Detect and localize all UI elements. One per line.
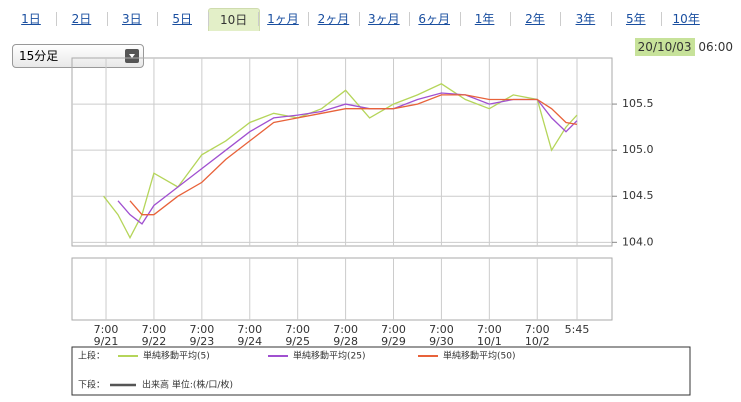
x-date-label: 9/23 — [189, 335, 214, 348]
legend-box — [71, 346, 691, 396]
tab-separator — [56, 12, 58, 26]
tab[interactable]: 3年 — [575, 12, 596, 26]
y-tick-label: 105.0 — [622, 143, 654, 156]
tab[interactable]: 3ヶ月 — [367, 12, 400, 26]
y-tick-label: 104.5 — [622, 189, 654, 202]
x-date-label: 9/29 — [381, 335, 406, 348]
tab-separator — [358, 12, 360, 26]
tab-separator — [157, 12, 159, 26]
y-tick-label: 104.0 — [622, 235, 654, 248]
timestamp-date: 20/10/03 — [634, 38, 695, 56]
x-tick-label: 7:00 — [142, 323, 167, 336]
x-tick-label: 7:00 — [429, 323, 454, 336]
x-tick-label: 5:45 — [565, 323, 590, 336]
tab[interactable]: 1日 — [21, 12, 41, 26]
dropdown-arrow — [125, 49, 139, 63]
x-tick-label: 7:00 — [477, 323, 502, 336]
tab-separator — [258, 12, 259, 26]
x-date-label: 9/22 — [142, 335, 167, 348]
volume-frame — [71, 257, 613, 321]
tab[interactable]: 10年 — [672, 12, 700, 26]
x-date-label: 9/25 — [285, 335, 310, 348]
interval-label: 15分足 — [19, 49, 59, 63]
legend-label: 出来高 単位:(株/口/枚) — [142, 379, 233, 391]
x-date-label: 9/28 — [333, 335, 358, 348]
tab-separator — [207, 12, 209, 26]
tab-separator — [459, 12, 461, 26]
interval-select[interactable]: 15分足 — [12, 44, 144, 68]
legend-label: 単純移動平均(5) — [143, 350, 210, 362]
x-tick-label: 7:00 — [189, 323, 214, 336]
x-tick-label: 7:00 — [94, 323, 119, 336]
tab[interactable]: 5日 — [172, 12, 192, 26]
tab-separator — [308, 12, 310, 26]
x-date-label: 9/21 — [94, 335, 119, 348]
plot-frame — [71, 57, 613, 247]
tab[interactable]: 5年 — [625, 12, 646, 26]
tab[interactable]: 6ヶ月 — [418, 12, 450, 26]
tab[interactable]: 2日 — [71, 12, 92, 26]
tab[interactable]: 2ヶ月 — [317, 12, 350, 26]
x-tick-label: 7:00 — [237, 323, 262, 336]
ma-line — [117, 92, 578, 225]
timestamp-time: 06:00 — [698, 40, 733, 54]
x-date-label: 9/24 — [237, 335, 262, 348]
tab[interactable]: 2年 — [525, 12, 545, 26]
ma-line — [129, 94, 578, 216]
tab-separator — [409, 12, 411, 26]
x-tick-label: 7:00 — [333, 323, 358, 336]
tab-separator — [661, 12, 663, 26]
ma-line — [103, 83, 578, 240]
legend-label: 単純移動平均(25) — [293, 350, 365, 362]
tab-separator — [510, 12, 511, 26]
legend-lower-label: 下段： — [78, 379, 105, 391]
x-date-label: 10/1 — [477, 335, 502, 348]
timestamp: 20/10/03 06:00 — [634, 38, 733, 56]
x-date-label: 9/30 — [429, 335, 454, 348]
tab[interactable]: 1年 — [474, 12, 495, 26]
y-tick-label: 105.5 — [622, 97, 654, 110]
legend-upper-label: 上段： — [78, 350, 105, 362]
tab[interactable]: 3日 — [121, 12, 142, 26]
legend-label: 単純移動平均(50) — [443, 350, 515, 362]
x-date-label: 10/2 — [525, 335, 550, 348]
tab-separator — [560, 12, 562, 26]
x-tick-label: 7:00 — [525, 323, 550, 336]
x-tick-label: 7:00 — [285, 323, 310, 336]
tab[interactable]: 1ヶ月 — [267, 12, 299, 26]
tab-separator — [106, 12, 108, 26]
x-tick-label: 7:00 — [381, 323, 406, 336]
tab-separator — [610, 12, 612, 26]
